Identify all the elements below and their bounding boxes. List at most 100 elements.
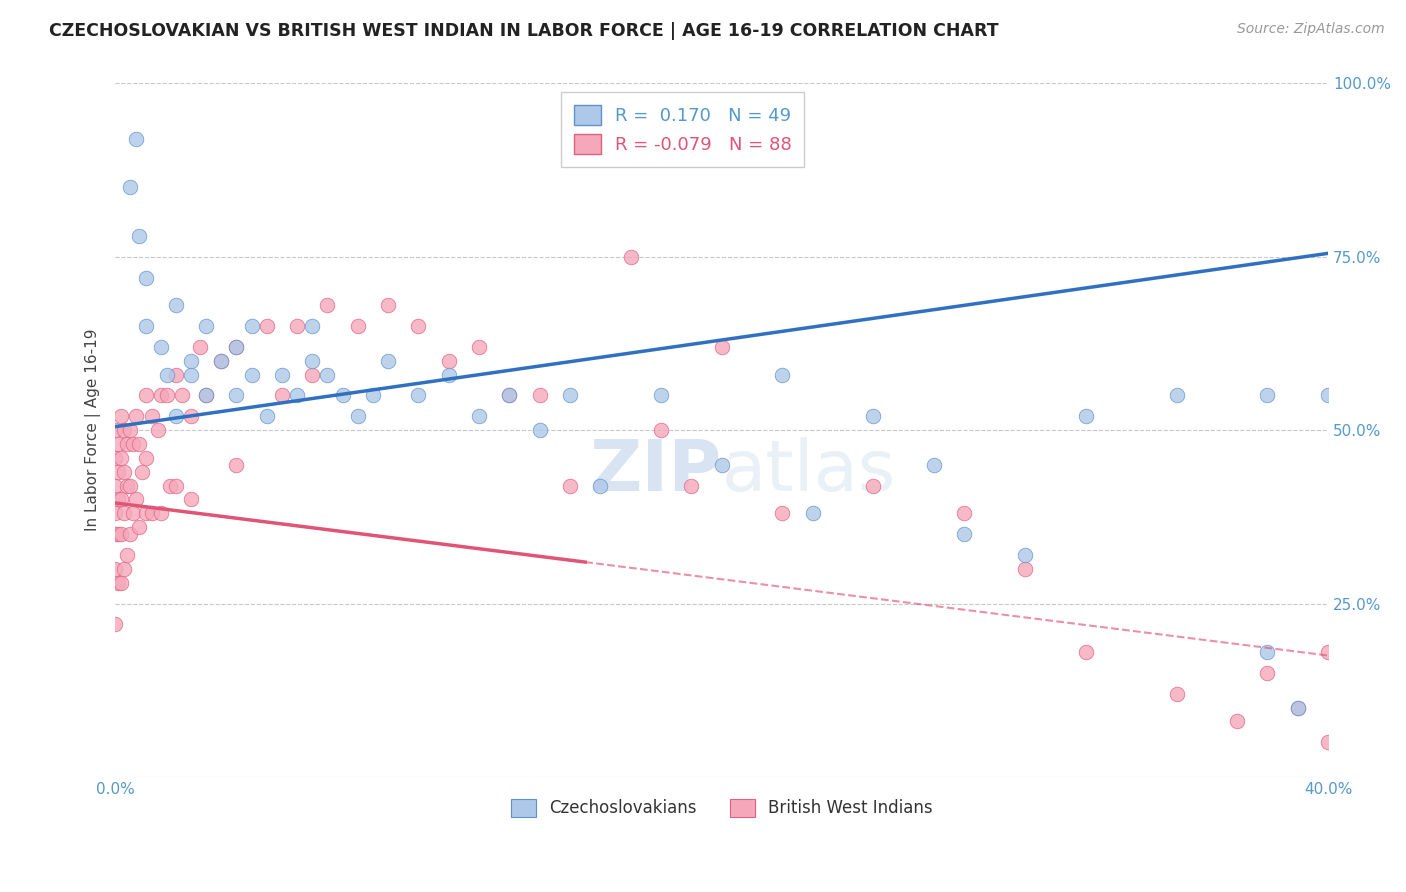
Point: [107, 492, 129, 507]
Point: [141, 507, 163, 521]
Point: [225, 388, 247, 402]
Point: [165, 368, 187, 382]
Point: [188, 340, 211, 354]
Point: [134, 450, 156, 465]
Point: [681, 478, 703, 492]
Point: [120, 423, 142, 437]
Point: [271, 368, 294, 382]
Point: [953, 527, 976, 541]
Point: [346, 409, 368, 424]
Point: [117, 437, 139, 451]
Point: [1286, 700, 1309, 714]
Point: [112, 423, 135, 437]
Point: [128, 437, 150, 451]
Point: [104, 478, 127, 492]
Point: [225, 340, 247, 354]
Point: [104, 562, 127, 576]
Point: [650, 388, 672, 402]
Point: [240, 368, 263, 382]
Point: [558, 478, 581, 492]
Point: [1347, 714, 1369, 729]
Point: [107, 527, 129, 541]
Point: [770, 368, 793, 382]
Point: [165, 478, 187, 492]
Point: [156, 388, 179, 402]
Point: [862, 478, 884, 492]
Point: [437, 368, 460, 382]
Point: [104, 423, 127, 437]
Point: [285, 388, 308, 402]
Point: [1286, 700, 1309, 714]
Point: [110, 450, 132, 465]
Point: [112, 465, 135, 479]
Point: [180, 409, 202, 424]
Point: [285, 319, 308, 334]
Point: [256, 409, 278, 424]
Y-axis label: In Labor Force | Age 16-19: In Labor Force | Age 16-19: [86, 329, 101, 532]
Point: [1317, 645, 1340, 659]
Point: [117, 548, 139, 562]
Point: [256, 319, 278, 334]
Point: [240, 319, 263, 334]
Point: [620, 250, 643, 264]
Point: [650, 423, 672, 437]
Point: [1378, 735, 1400, 749]
Point: [1166, 687, 1188, 701]
Point: [1074, 409, 1097, 424]
Point: [468, 340, 491, 354]
Point: [125, 409, 148, 424]
Point: [120, 180, 142, 194]
Point: [346, 319, 368, 334]
Point: [801, 507, 824, 521]
Point: [128, 229, 150, 244]
Point: [1014, 548, 1036, 562]
Point: [361, 388, 384, 402]
Point: [104, 527, 127, 541]
Point: [468, 409, 491, 424]
Point: [180, 368, 202, 382]
Point: [862, 409, 884, 424]
Point: [301, 319, 323, 334]
Point: [110, 492, 132, 507]
Point: [770, 507, 793, 521]
Point: [589, 478, 612, 492]
Point: [125, 132, 148, 146]
Point: [1014, 562, 1036, 576]
Point: [180, 353, 202, 368]
Point: [1256, 645, 1278, 659]
Point: [110, 409, 132, 424]
Point: [134, 319, 156, 334]
Point: [120, 478, 142, 492]
Point: [110, 527, 132, 541]
Point: [301, 368, 323, 382]
Point: [170, 388, 193, 402]
Point: [1256, 388, 1278, 402]
Point: [195, 388, 218, 402]
Point: [710, 340, 733, 354]
Point: [134, 388, 156, 402]
Point: [149, 507, 172, 521]
Point: [922, 458, 945, 472]
Point: [1256, 665, 1278, 680]
Point: [1317, 735, 1340, 749]
Point: [1166, 388, 1188, 402]
Point: [558, 388, 581, 402]
Point: [110, 575, 132, 590]
Point: [134, 507, 156, 521]
Point: [332, 388, 354, 402]
Text: atlas: atlas: [721, 437, 896, 507]
Point: [180, 492, 202, 507]
Point: [104, 450, 127, 465]
Point: [1317, 388, 1340, 402]
Point: [710, 458, 733, 472]
Point: [498, 388, 520, 402]
Point: [120, 527, 142, 541]
Point: [107, 465, 129, 479]
Point: [112, 562, 135, 576]
Point: [122, 437, 145, 451]
Point: [529, 388, 551, 402]
Point: [149, 340, 172, 354]
Point: [498, 388, 520, 402]
Point: [1226, 714, 1249, 729]
Point: [437, 353, 460, 368]
